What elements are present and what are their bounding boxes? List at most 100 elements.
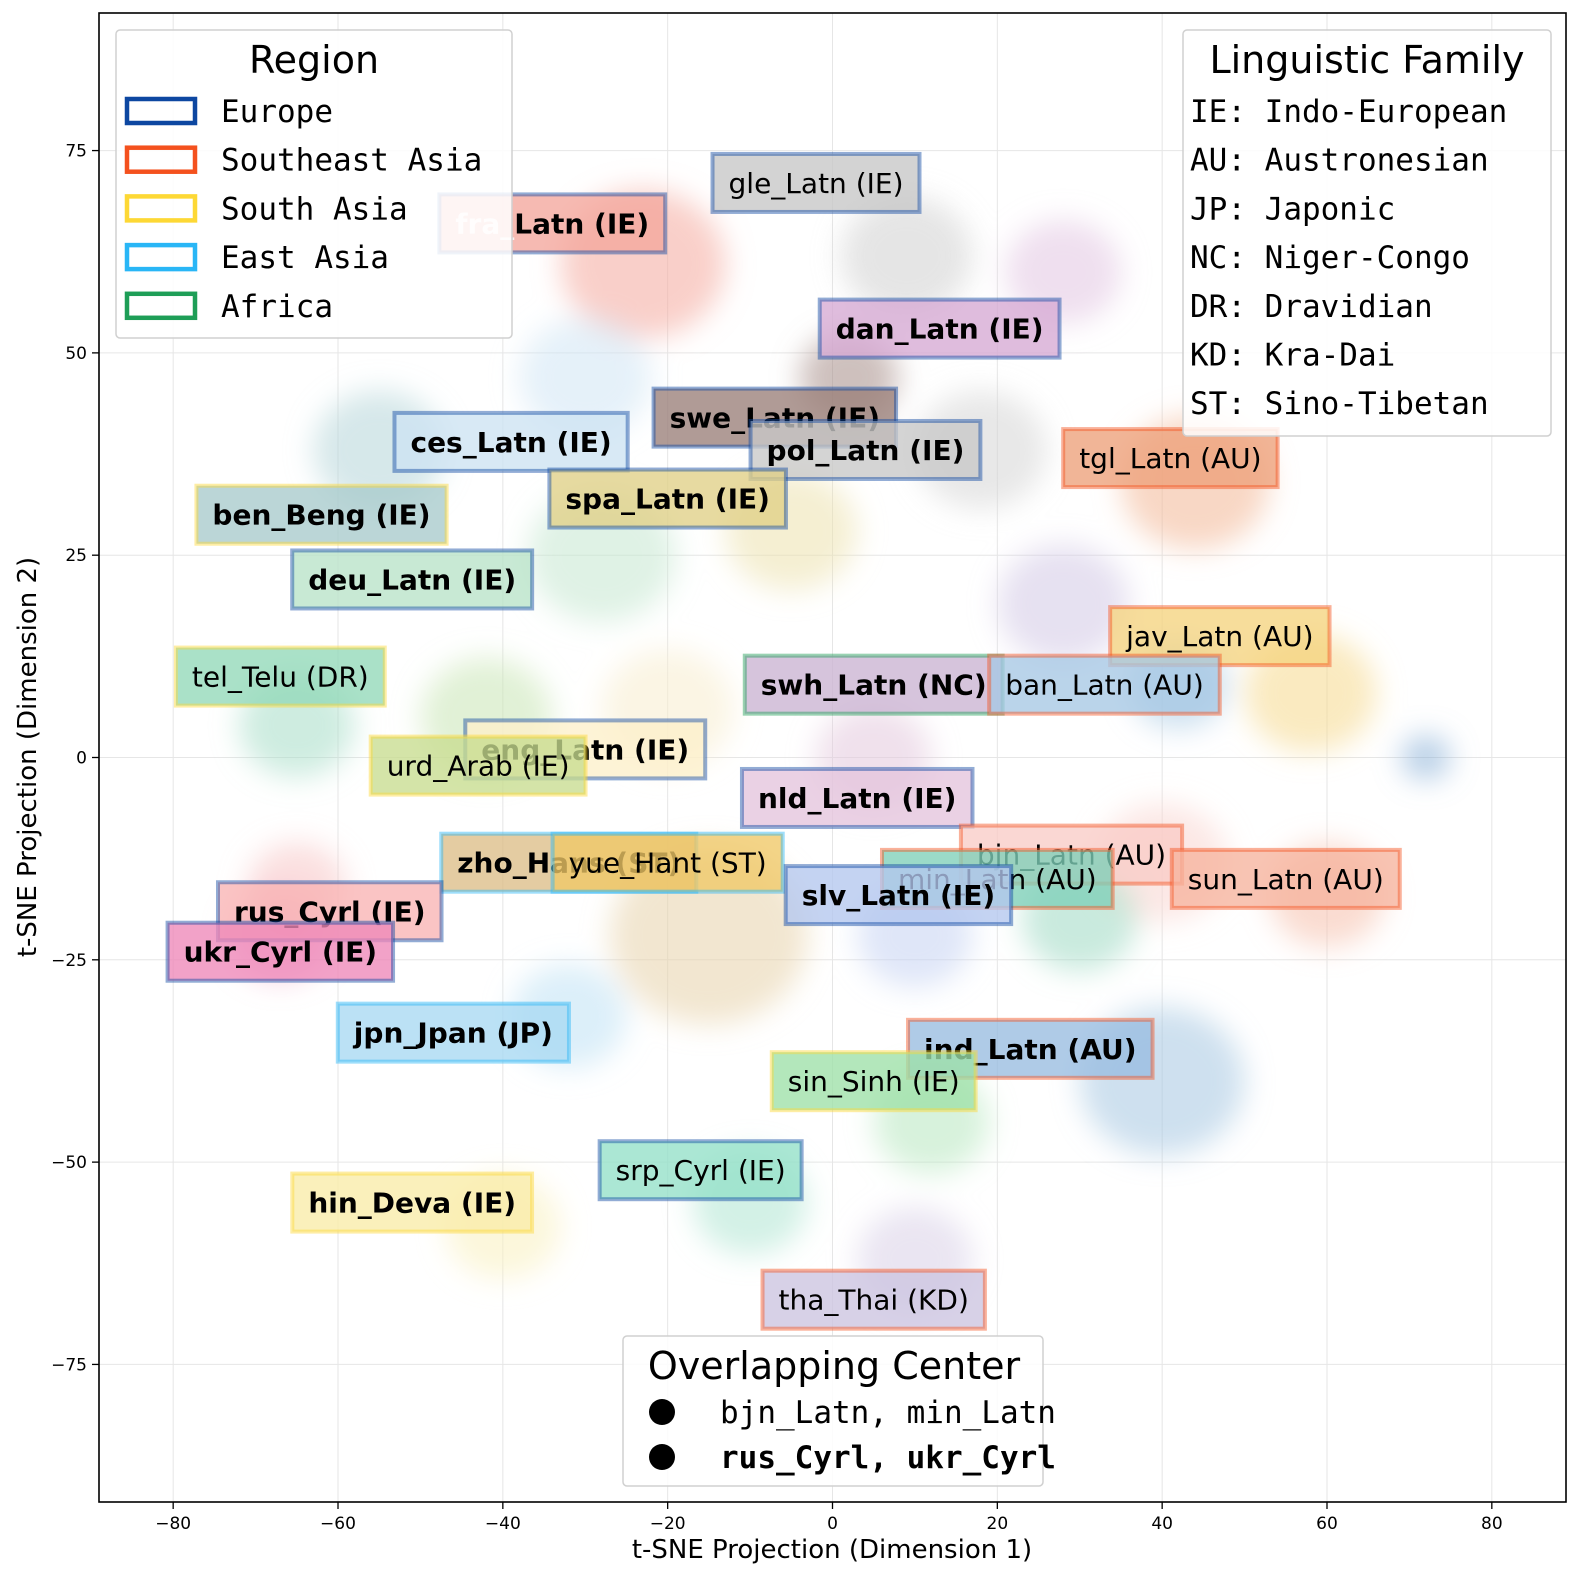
cluster-box [783, 864, 1014, 927]
y-tick-label: −50 [51, 1153, 87, 1173]
cluster-box [817, 297, 1062, 360]
overlap-legend-title: Overlapping Center [648, 1344, 1021, 1388]
cluster-name: dan_Latn (IE) [836, 313, 1044, 346]
cluster-box [710, 151, 922, 214]
y-axis-ticks: −75 −50 −25 0 25 50 75 [51, 142, 99, 1375]
cluster-name: srp_Cyrl (IE) [616, 1154, 786, 1187]
cluster-label: gle_Latn (IE) [710, 151, 922, 214]
x-tick-label: 80 [1481, 1514, 1503, 1534]
cluster-label: srp_Cyrl (IE) [597, 1139, 804, 1202]
cluster-label: tgl_Latn (AU) [1061, 427, 1280, 490]
cluster-name: tgl_Latn (AU) [1079, 442, 1261, 475]
x-tick-label: 0 [827, 1514, 838, 1534]
cluster-name: sin_Sinh (IE) [788, 1065, 960, 1098]
cluster-label: jpn_Jpan (JP) [335, 1001, 571, 1064]
cluster-box [1169, 847, 1402, 910]
cluster-box [739, 766, 975, 829]
cluster-label: ukr_Cyrl (IE) [165, 920, 396, 983]
cluster-label: tha_Thai (KD) [760, 1268, 987, 1331]
cluster-name: ces_Latn (IE) [410, 426, 611, 459]
cluster-name: swh_Latn (NC) [761, 669, 987, 702]
cluster-box [1061, 427, 1280, 490]
cluster-name: ben_Beng (IE) [212, 499, 430, 532]
cluster-name: sun_Latn (AU) [1188, 863, 1384, 896]
cluster-name: spa_Latn (IE) [565, 483, 770, 516]
x-tick-label: 20 [987, 1514, 1009, 1534]
cluster-name: tha_Thai (KD) [779, 1284, 969, 1317]
cluster-box [550, 831, 785, 894]
cluster-label: slv_Latn (IE) [783, 864, 1014, 927]
density-blob [840, 196, 973, 316]
cluster-box [597, 1139, 804, 1202]
cluster-label: spa_Latn (IE) [547, 467, 788, 530]
overlap-legend: Overlapping Center bjn_Latn, min_Latnrus… [622, 1335, 1056, 1487]
family-legend-entry: ST: Sino-Tibetan [1190, 386, 1489, 422]
family-legend-entry: KD: Kra-Dai [1190, 338, 1395, 374]
cluster-label: tel_Telu (DR) [173, 645, 387, 708]
family-legend-entry: DR: Dravidian [1190, 289, 1433, 325]
cluster-name: ban_Latn (AU) [1005, 669, 1204, 702]
region-legend-entries: Europe Southeast Asia South Asia East Asia A… [124, 94, 482, 325]
region-swatch [124, 145, 198, 174]
cluster-box [194, 483, 449, 546]
cluster-box [748, 418, 983, 481]
cluster-name: slv_Latn (IE) [802, 879, 995, 912]
cluster-name: ukr_Cyrl (IE) [184, 936, 377, 969]
cluster-box [987, 653, 1222, 716]
x-tick-label: −60 [320, 1514, 356, 1534]
cluster-label: pol_Latn (IE) [748, 418, 983, 481]
density-blob [997, 544, 1130, 664]
density-blob [519, 317, 652, 437]
cluster-name: jav_Latn (AU) [1125, 620, 1313, 653]
y-tick-label: 50 [65, 344, 87, 364]
cluster-name: deu_Latn (IE) [308, 563, 516, 596]
region-legend-label: South Asia [221, 191, 408, 227]
cluster-box [290, 548, 535, 611]
cluster-label: jav_Latn (AU) [1108, 605, 1332, 668]
cluster-box [1108, 605, 1332, 668]
cluster-box [368, 734, 588, 797]
x-axis-ticks: −80 −60 −40 −20 0 20 40 60 80 [155, 1502, 1503, 1534]
cluster-name: nld_Latn (IE) [758, 782, 957, 815]
density-blob [914, 390, 1047, 510]
cluster-label: nld_Latn (IE) [739, 766, 975, 829]
cluster-label: yue_Hant (ST) [550, 831, 785, 894]
x-tick-label: −40 [485, 1514, 521, 1534]
cluster-box [769, 1050, 978, 1113]
family-legend-entries: IE: Indo-European AU: Austronesian JP: Jap… [1190, 94, 1507, 422]
cluster-box [173, 645, 387, 708]
cluster-label: ban_Latn (AU) [987, 653, 1222, 716]
cluster-label: sun_Latn (AU) [1169, 847, 1402, 910]
overlap-marker [649, 1399, 675, 1425]
cluster-name: urd_Arab (IE) [387, 750, 570, 783]
cluster-labels: fra_Latn (IE)gle_Latn (IE)dan_Latn (IE)s… [165, 151, 1402, 1331]
cluster-name: pol_Latn (IE) [767, 434, 965, 467]
x-tick-label: −20 [650, 1514, 686, 1534]
region-swatch [124, 194, 198, 223]
cluster-name: hin_Deva (IE) [308, 1187, 516, 1220]
y-tick-label: −25 [51, 951, 87, 971]
region-swatch [124, 291, 198, 321]
cluster-label: hin_Deva (IE) [290, 1171, 535, 1234]
density-blob [1401, 735, 1451, 780]
cluster-label: urd_Arab (IE) [368, 734, 588, 797]
cluster-box [760, 1268, 987, 1331]
region-legend-label: Europe [221, 94, 333, 130]
cluster-label: deu_Latn (IE) [290, 548, 535, 611]
family-legend-entry: AU: Austronesian [1190, 143, 1489, 179]
family-legend-entry: JP: Japonic [1190, 191, 1395, 227]
y-tick-label: 75 [65, 142, 87, 162]
region-legend-frame [115, 29, 513, 339]
family-legend-entry: IE: Indo-European [1190, 94, 1507, 130]
overlap-legend-label: bjn_Latn, min_Latn [720, 1395, 1056, 1431]
overlap-legend-label: rus_Cyrl, ukr_Cyrl [720, 1440, 1056, 1476]
y-tick-label: 25 [65, 546, 87, 566]
overlap-legend-frame [622, 1335, 1044, 1487]
family-legend-title: Linguistic Family [1209, 38, 1524, 82]
family-legend-entry: NC: Niger-Congo [1190, 240, 1470, 276]
region-legend-title: Region [249, 38, 379, 82]
overlap-marker [649, 1444, 675, 1470]
cluster-label: sin_Sinh (IE) [769, 1050, 978, 1113]
cluster-box [335, 1001, 571, 1064]
y-tick-label: 0 [76, 749, 87, 769]
